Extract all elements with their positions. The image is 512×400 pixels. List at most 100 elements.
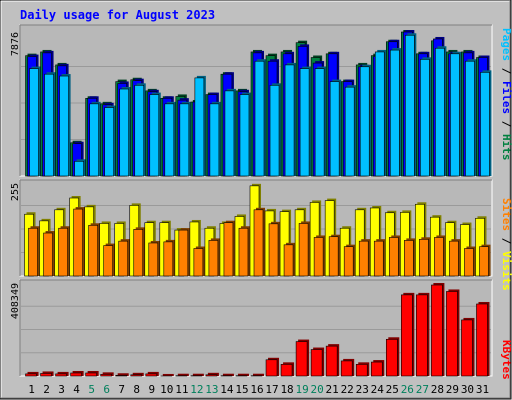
x-tick-day-2: 2 [43,383,50,396]
pages-bar-day-9 [149,92,161,177]
sites-bar-day-22 [343,244,356,277]
kbytes-bar-day-31 [476,301,490,377]
sites-bar-day-23 [358,239,371,277]
pages-bar-day-22 [344,85,357,177]
kbytes-bar-day-12 [190,373,204,377]
legend-kbytes: KBytes [500,340,512,380]
kbytes-bar-day-23 [355,362,370,377]
panel-2-legend: Sites / Visits [500,198,512,291]
sites-bar-day-24 [373,239,386,277]
pages-bar-day-3 [59,74,71,177]
kbytes-bar-day-18 [280,362,295,377]
kbytes-bar-day-5 [85,370,99,377]
pages-bar-day-17 [269,83,282,177]
panel-3-ytick-label: 408349 [10,283,21,319]
sites-bar-day-29 [449,239,461,277]
pages-bar-day-5 [89,101,101,177]
sites-bar-day-25 [388,235,401,277]
panel-1-ytick-label: 7876 [10,32,21,56]
sites-bar-day-1 [28,226,40,277]
kbytes-bar-day-2 [40,371,54,377]
x-tick-day-15: 15 [235,383,248,396]
pages-bar-day-29 [450,51,462,177]
pages-bar-day-13 [209,101,221,177]
pages-bar-day-15 [239,92,251,177]
x-tick-day-31: 31 [476,383,489,396]
sites-bar-day-26 [404,238,416,277]
kbytes-bar-day-10 [160,373,174,377]
x-axis-day-labels: 1 2 3 4 5 6 7 8 9 10 11 12 13 14 15 16 17 18 19 20 21 22 23 24 2… [28,383,489,396]
kbytes-bar-day-26 [401,292,415,377]
x-tick-day-28: 28 [431,383,444,396]
pages-bar-day-8 [134,83,146,177]
kbytes-bar-day-16 [250,373,264,377]
panel-3-legend: KBytes [500,340,512,380]
sites-bar-day-19 [298,221,311,277]
x-tick-day-5: 5 [88,383,95,396]
kbytes-bar-day-19 [295,339,310,377]
pages-bar-day-20 [314,66,327,177]
kbytes-bar-day-15 [235,373,249,377]
pages-bar-day-24 [374,49,387,177]
x-tick-day-12: 12 [190,383,203,396]
sites-bar-day-5 [88,223,100,277]
x-tick-day-11: 11 [175,383,188,396]
legend-separator: / [500,231,512,251]
x-tick-day-24: 24 [371,383,385,396]
sites-bar-day-21 [328,234,341,277]
legend-sites: Sites [500,198,512,231]
pages-bar-day-27 [420,57,432,177]
pages-bar-day-1 [29,66,41,177]
sites-bar-day-11 [178,228,190,277]
pages-bar-day-12 [194,75,206,177]
pages-bar-day-2 [44,72,56,177]
kbytes-bar-day-21 [325,344,340,377]
panel-1-legend: Pages / Files / Hits [500,28,512,161]
x-tick-day-25: 25 [386,383,399,396]
x-tick-day-20: 20 [311,383,324,396]
x-tick-day-18: 18 [280,383,293,396]
kbytes-bar-day-14 [220,373,234,377]
x-tick-day-27: 27 [416,383,429,396]
kbytes-bar-day-7 [115,373,129,377]
pages-bar-day-30 [465,59,477,177]
x-tick-day-23: 23 [356,383,369,396]
sites-bar-day-6 [103,243,115,277]
x-tick-day-30: 30 [461,383,474,396]
sites-bar-day-16 [253,207,265,277]
kbytes-bar-day-8 [130,372,144,377]
sites-bar-day-10 [163,239,175,277]
sites-bar-day-31 [479,244,491,277]
pages-bar-day-31 [480,70,492,177]
pages-bar-day-14 [224,88,236,177]
kbytes-bar-day-3 [55,371,69,377]
legend-files: Files [500,81,512,114]
sites-bar-day-12 [193,246,205,277]
pages-bar-day-18 [284,62,297,177]
x-tick-day-14: 14 [220,383,234,396]
x-tick-day-10: 10 [160,383,173,396]
legend-separator: / [500,61,512,81]
kbytes-bar-day-22 [340,358,355,377]
pages-bar-day-21 [329,79,342,177]
sites-bar-day-27 [419,237,431,277]
panel-visits-sites: 255 Sites / Visits [10,179,512,291]
x-tick-day-1: 1 [28,383,35,396]
panel-kbytes: 408349 KBytes [10,279,512,380]
legend-visits: Visits [500,251,512,291]
pages-bar-day-28 [435,46,447,177]
pages-bar-day-10 [164,101,176,177]
sites-bar-day-2 [43,231,55,277]
pages-bar-day-7 [119,87,131,177]
pages-bar-day-11 [179,101,191,177]
kbytes-bar-day-11 [175,373,189,377]
x-tick-day-21: 21 [326,383,339,396]
kbytes-bar-day-1 [25,371,39,377]
chart-title: Daily usage for August 2023 [20,8,215,22]
x-tick-day-17: 17 [265,383,278,396]
x-tick-day-19: 19 [295,383,308,396]
kbytes-bar-day-17 [265,357,280,377]
pages-bar-day-23 [359,64,372,177]
sites-bar-day-9 [148,240,160,277]
pages-bar-day-26 [405,33,417,177]
